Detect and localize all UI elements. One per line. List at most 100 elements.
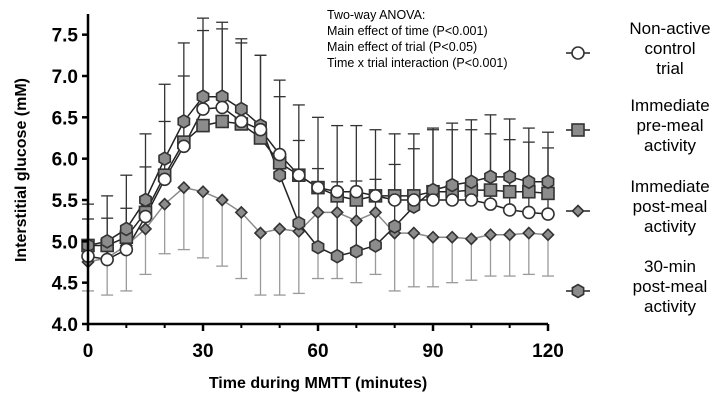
data-point: [522, 174, 536, 190]
legend-label: Immediate: [630, 177, 709, 196]
data-point: [503, 169, 517, 185]
y-tick-label: 5.5: [52, 191, 79, 212]
data-point: [349, 243, 363, 259]
legend-label: activity: [644, 136, 696, 155]
data-point: [100, 252, 114, 267]
data-point: [273, 167, 287, 183]
x-axis-title: Time during MMTT (minutes): [209, 375, 427, 392]
y-tick-label: 6.0: [52, 150, 78, 171]
data-point: [483, 197, 498, 211]
y-tick-label: 4.0: [52, 315, 78, 336]
legend-label: post-meal: [633, 197, 708, 216]
legend-marker: [571, 204, 585, 218]
data-point: [177, 114, 191, 129]
data-point: [464, 193, 479, 207]
data-point: [234, 114, 249, 129]
data-point: [139, 192, 152, 208]
x-tick-label: 120: [532, 341, 564, 362]
data-point: [502, 184, 517, 199]
data-point: [484, 169, 497, 185]
legend-marker: [571, 46, 585, 60]
data-point: [196, 102, 210, 116]
data-point: [100, 233, 114, 249]
legend-marker: [571, 283, 585, 299]
data-point: [388, 219, 402, 234]
y-tick-label: 6.5: [52, 108, 79, 129]
data-point: [292, 215, 306, 231]
legend-label: pre-meal: [636, 116, 703, 135]
data-point: [464, 174, 478, 190]
y-axis-title: Interstitial glucose (mM): [13, 78, 30, 262]
data-point: [541, 174, 555, 190]
data-point: [292, 168, 306, 182]
x-tick-label: 60: [307, 341, 328, 362]
data-point: [311, 205, 325, 220]
y-tick-label: 5.0: [52, 232, 78, 253]
data-point: [445, 177, 459, 193]
legend-label: Non-active: [629, 19, 710, 38]
legend-label: activity: [644, 217, 696, 236]
data-point: [330, 205, 344, 220]
data-point: [349, 184, 364, 199]
annotation-line: Two-way ANOVA:: [327, 8, 425, 22]
tick-labels: 4.0 4.5 5.0 5.5 6.0 6.5 7.0 7.5 0 30 60 90 120: [52, 26, 564, 362]
legend-label: activity: [644, 297, 696, 316]
data-point: [407, 193, 421, 207]
y-tick-label: 7.0: [52, 67, 78, 88]
annotation-line: Time x trial interaction (P<0.001): [327, 56, 508, 70]
y-tick-label: 7.5: [52, 26, 79, 47]
data-point: [369, 238, 382, 253]
legend-label: control: [644, 39, 695, 58]
data-point: [483, 228, 498, 242]
legend-label: Immediate: [630, 96, 709, 115]
axes: [82, 14, 550, 331]
data-point: [177, 180, 191, 195]
data-point: [503, 228, 517, 242]
data-point: [177, 139, 191, 154]
legend: Non-activecontroltrialImmediatepre-meala…: [566, 19, 711, 316]
data-point: [138, 209, 153, 224]
data-point: [311, 180, 325, 195]
data-point: [158, 151, 172, 167]
data-point: [196, 185, 210, 199]
data-point: [330, 248, 344, 264]
data-point: [407, 226, 421, 240]
data-point: [158, 197, 172, 211]
y-tick-label: 4.5: [52, 274, 79, 295]
data-point: [464, 232, 478, 246]
legend-label: trial: [656, 59, 683, 78]
data-point: [119, 242, 134, 257]
data-point: [368, 189, 383, 203]
data-point: [522, 205, 536, 220]
data-point: [522, 226, 536, 240]
data-point: [196, 118, 210, 133]
x-tick-label: 30: [192, 341, 213, 362]
data-point: [426, 230, 440, 244]
data-point: [368, 205, 383, 220]
legend-label: post-meal: [633, 277, 708, 296]
data-point: [138, 222, 153, 236]
data-point: [426, 193, 440, 207]
data-point: [215, 114, 229, 129]
x-tick-label: 90: [422, 341, 443, 362]
x-tick-label: 0: [83, 341, 94, 362]
data-point: [215, 193, 229, 207]
data-point: [253, 226, 268, 240]
data-point: [234, 205, 248, 220]
data-point: [196, 89, 210, 105]
data-point: [349, 214, 363, 228]
data-point: [445, 193, 459, 207]
data-point: [387, 193, 402, 207]
data-point: [273, 222, 287, 236]
data-point: [157, 172, 172, 187]
data-point: [483, 183, 498, 197]
data-point: [311, 239, 325, 255]
data-point: [541, 207, 555, 221]
data-point: [445, 230, 459, 244]
data-point: [502, 203, 517, 217]
